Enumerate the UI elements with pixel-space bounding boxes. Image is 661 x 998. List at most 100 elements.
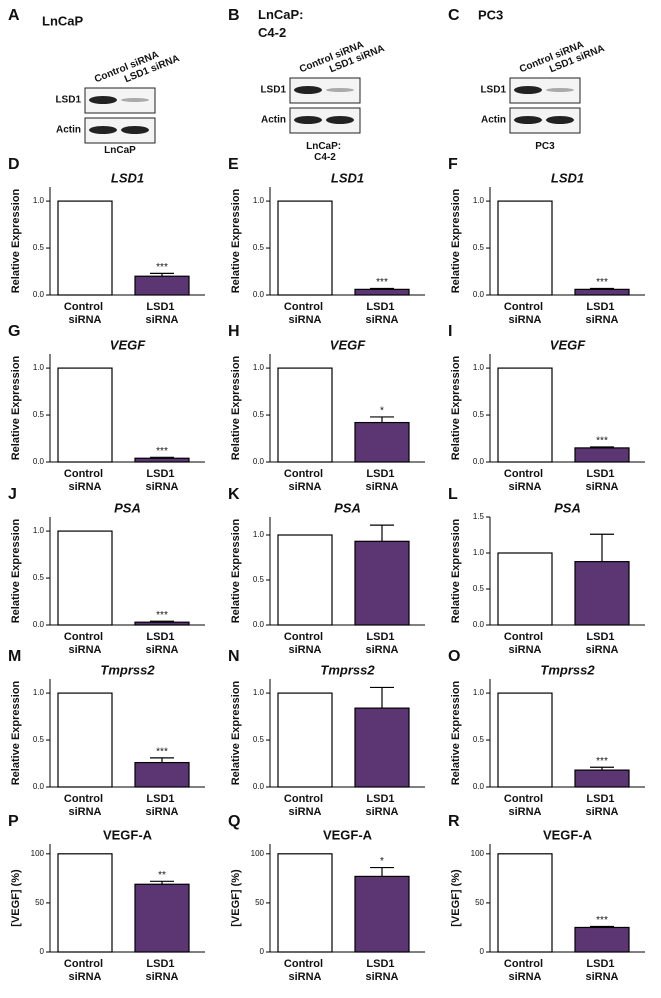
blot-band	[294, 86, 322, 94]
chart-title: LSD1	[111, 170, 144, 185]
y-tick-label: 100	[471, 849, 485, 858]
y-tick-label: 100	[31, 849, 45, 858]
y-axis-label: Relative Expression	[10, 188, 22, 293]
x-tick-label: LSD1 siRNA	[145, 631, 178, 656]
y-tick-label: 0	[260, 947, 265, 956]
y-axis-label: Relative Expression	[10, 518, 22, 623]
y-tick-label: 0.5	[253, 735, 265, 744]
y-tick-label: 0.0	[473, 457, 485, 466]
y-tick-label: 1.0	[473, 196, 485, 205]
error-bar	[590, 287, 614, 290]
x-tick-label: LSD1 siRNA	[585, 793, 618, 818]
y-axis-label: Relative Expression	[10, 355, 22, 460]
panel-letter: G	[8, 323, 20, 340]
x-tick-label: LSD1 siRNA	[365, 958, 398, 983]
bar	[57, 200, 113, 296]
bar	[574, 769, 630, 788]
y-tick-label: 1.0	[253, 196, 265, 205]
significance: ***	[156, 262, 168, 273]
chart-title: PSA	[114, 500, 141, 515]
x-tick-label: Control siRNA	[64, 958, 106, 983]
y-tick-label: 0.0	[473, 620, 485, 629]
bar	[354, 288, 410, 296]
y-axis-label: Relative Expression	[230, 680, 242, 785]
bar	[134, 457, 190, 463]
y-tick-label: 0.5	[473, 584, 485, 593]
bar	[497, 367, 553, 463]
x-tick-label: LSD1 siRNA	[585, 631, 618, 656]
y-tick-label: 1.0	[253, 688, 265, 697]
significance: ***	[156, 747, 168, 758]
row-label: LSD1	[55, 95, 81, 106]
chart-title: LSD1	[551, 170, 584, 185]
significance: **	[158, 870, 166, 881]
panel-letter: H	[228, 323, 240, 340]
bar	[134, 883, 190, 953]
x-tick-label: Control siRNA	[504, 468, 546, 493]
bar	[57, 367, 113, 463]
blot-band	[121, 98, 149, 102]
panel-letter: A	[8, 7, 20, 24]
y-tick-label: 100	[251, 849, 265, 858]
significance: ***	[156, 446, 168, 457]
blot-caption: LnCaP	[104, 145, 136, 156]
bar	[497, 200, 553, 296]
y-axis-label: Relative Expression	[10, 680, 22, 785]
y-axis-label: Relative Expression	[450, 518, 462, 623]
bar	[354, 875, 410, 953]
error-bar	[370, 287, 394, 290]
error-bar	[150, 272, 174, 277]
y-tick-label: 1.0	[33, 363, 45, 372]
blot-band	[546, 116, 574, 124]
bar	[57, 530, 113, 626]
y-tick-label: 0.0	[253, 620, 265, 629]
x-tick-label: Control siRNA	[284, 468, 326, 493]
significance: *	[380, 856, 384, 867]
row-label: LSD1	[260, 85, 286, 96]
y-tick-label: 0.5	[33, 410, 45, 419]
y-tick-label: 0.5	[473, 410, 485, 419]
significance: ***	[596, 915, 608, 926]
panel-letter: M	[8, 648, 21, 665]
chart-title: VEGF-A	[103, 827, 153, 842]
x-tick-label: Control siRNA	[284, 301, 326, 326]
blot-band	[89, 96, 117, 104]
y-tick-label: 1.0	[473, 363, 485, 372]
panel-letter: O	[448, 648, 460, 665]
error-bar	[150, 757, 174, 763]
error-bar	[590, 925, 614, 928]
significance: ***	[376, 277, 388, 288]
bar	[277, 200, 333, 296]
chart-title: VEGF	[330, 337, 366, 352]
x-tick-label: LSD1 siRNA	[585, 468, 618, 493]
panel-letter: I	[448, 323, 452, 340]
y-tick-label: 50	[475, 898, 484, 907]
y-tick-label: 0.5	[33, 735, 45, 744]
x-tick-label: LSD1 siRNA	[145, 301, 178, 326]
blot-band	[121, 126, 149, 134]
blot-band	[326, 116, 354, 124]
y-tick-label: 1.0	[33, 196, 45, 205]
blot-band	[514, 116, 542, 124]
bar	[134, 621, 190, 626]
blot-band	[546, 88, 574, 92]
significance: *	[380, 406, 384, 417]
y-tick-label: 1.0	[473, 548, 485, 557]
y-tick-label: 0.5	[33, 573, 45, 582]
bar	[574, 288, 630, 296]
bar	[277, 692, 333, 788]
bar	[574, 926, 630, 953]
y-axis-label: Relative Expression	[230, 518, 242, 623]
y-tick-label: 0	[480, 947, 485, 956]
row-label: Actin	[56, 125, 81, 136]
y-tick-label: 0.5	[33, 243, 45, 252]
error-bar	[150, 456, 174, 459]
panel-letter: R	[448, 813, 460, 830]
x-tick-label: Control siRNA	[284, 793, 326, 818]
bar	[497, 853, 553, 953]
bar	[57, 692, 113, 788]
y-tick-label: 50	[255, 898, 264, 907]
y-axis-label: Relative Expression	[230, 188, 242, 293]
y-tick-label: 0.0	[33, 782, 45, 791]
